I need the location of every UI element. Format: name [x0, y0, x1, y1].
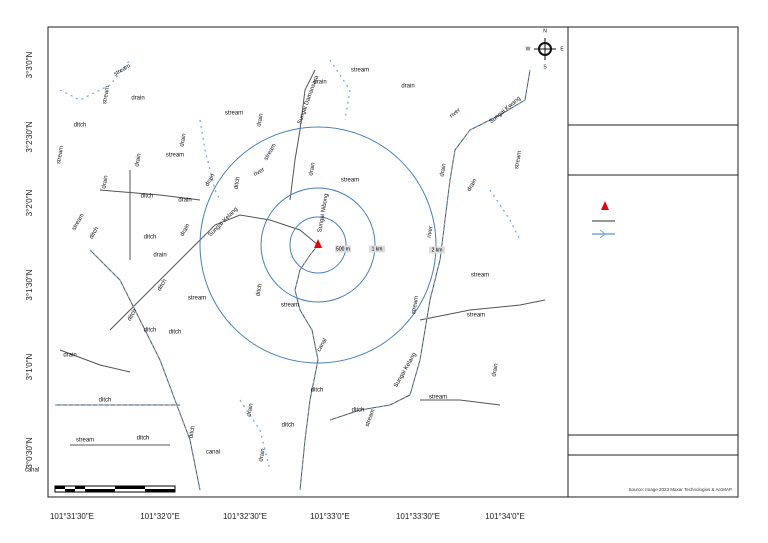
- latitude-label: 3°1'0"N: [25, 353, 34, 380]
- map-frame: [47, 26, 739, 498]
- feature-label: drain: [491, 363, 499, 377]
- feature-label: ditch: [74, 123, 87, 129]
- feature-label: ditch: [169, 330, 182, 336]
- feature-label: stream: [365, 409, 377, 428]
- compass-letter: N: [543, 28, 547, 34]
- feature-label: drain: [246, 403, 254, 417]
- feature-label: stream: [281, 303, 299, 309]
- feature-label: stream: [166, 153, 184, 159]
- feature-label: drain: [401, 84, 414, 90]
- feature-label: ditch: [256, 283, 264, 297]
- ring-label-bg: [369, 245, 385, 253]
- feature-label: ditch: [352, 408, 365, 414]
- feature-label: stream: [514, 151, 523, 170]
- longitude-label: 101°34'0"E: [485, 512, 525, 521]
- feature-label: ditch: [89, 226, 101, 240]
- feature-label: ditch: [144, 328, 157, 334]
- compass-letter: W: [526, 46, 531, 52]
- latitude-label: 3°1'30"N: [25, 269, 34, 300]
- feature-label: ditch: [141, 194, 154, 200]
- latitude-label: 3°3'0"N: [25, 51, 34, 78]
- feature-label: drain: [134, 153, 142, 167]
- feature-label: drain: [131, 96, 144, 102]
- feature-label: stream: [225, 111, 243, 117]
- feature-label: ditch: [157, 278, 169, 292]
- feature-label: drain: [178, 198, 191, 204]
- compass-letter: S: [543, 64, 547, 70]
- ring-label: 2 km: [432, 247, 443, 253]
- feature-label: ditch: [144, 235, 157, 241]
- feature-label: drain: [256, 113, 264, 127]
- feature-label: stream: [351, 68, 369, 74]
- feature-label: canal: [206, 450, 220, 456]
- compass-rose: [534, 38, 556, 60]
- longitude-label: 101°33'0"E: [310, 512, 350, 521]
- feature-label: drain: [439, 163, 447, 177]
- feature-label: stream: [429, 395, 447, 401]
- longitude-label: 101°32'30"E: [223, 512, 267, 521]
- longitude-label: 101°33'30"E: [396, 512, 440, 521]
- feature-label: drain: [180, 223, 192, 238]
- feature-label: ditch: [137, 436, 150, 442]
- source-note: Source: Image 2023 Maxar Technologies & …: [629, 487, 732, 492]
- compass-letter: E: [560, 46, 564, 52]
- longitude-label: 101°31'30"E: [50, 512, 94, 521]
- feature-label: drain: [63, 353, 76, 359]
- feature-label: ditch: [127, 308, 139, 322]
- latitude-label: 3°2'30"N: [25, 121, 34, 152]
- ring-label-bg: [429, 246, 445, 254]
- feature-label: stream: [102, 86, 111, 105]
- feature-label: drain: [313, 80, 326, 86]
- ring-label: 1 km: [372, 246, 383, 252]
- ring-label: 500 m: [336, 246, 350, 252]
- feature-label: drain: [258, 448, 266, 462]
- feature-label: drain: [467, 178, 479, 193]
- site-marker: [314, 239, 322, 248]
- scale-bar: [54, 485, 176, 493]
- feature-label: ditch: [189, 425, 197, 439]
- feature-label: ditch: [99, 398, 112, 404]
- legend: [592, 201, 615, 239]
- feature-label: drain: [179, 133, 187, 147]
- feature-label: stream: [341, 178, 359, 184]
- feature-label: drain: [308, 162, 316, 176]
- feature-label: river: [253, 167, 266, 178]
- feature-label: drain: [101, 175, 109, 189]
- feature-label: stream: [467, 313, 485, 319]
- ring-label-bg: [335, 245, 351, 253]
- feature-label: canal: [25, 468, 39, 474]
- waterways: [55, 59, 546, 491]
- feature-label: stream: [411, 296, 420, 315]
- feature-label: stream: [56, 146, 65, 165]
- feature-label: ditch: [311, 388, 324, 394]
- feature-label: ditch: [234, 176, 242, 190]
- feature-label: stream: [471, 273, 489, 279]
- longitude-label: 101°32'0"E: [140, 512, 180, 521]
- latitude-label: 3°2'0"N: [25, 189, 34, 216]
- feature-label: drain: [153, 253, 166, 259]
- feature-label: ditch: [282, 423, 295, 429]
- buffer-rings: [199, 126, 437, 364]
- feature-label: river: [427, 226, 435, 239]
- feature-label: stream: [76, 438, 94, 444]
- feature-label: drain: [205, 173, 217, 188]
- latitude-label: 3°0'30"N: [25, 437, 34, 468]
- feature-label: stream: [188, 296, 206, 302]
